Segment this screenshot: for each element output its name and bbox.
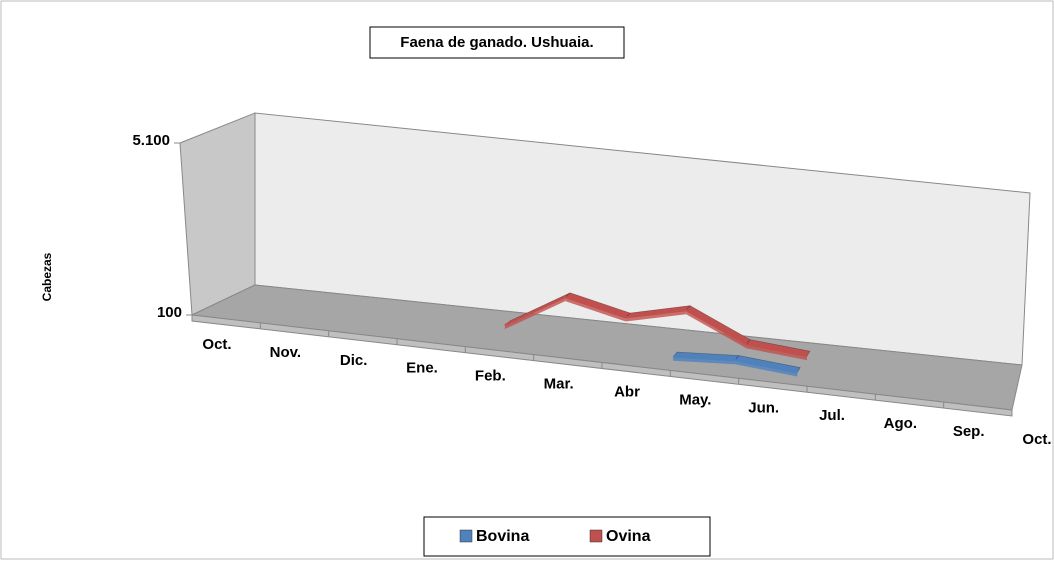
x-tick-label: Oct. [202, 336, 231, 353]
x-tick-label: May. [679, 391, 711, 408]
series-line [504, 296, 808, 358]
y-axis-label: Cabezas [40, 252, 54, 301]
legend-swatch [589, 529, 603, 543]
x-tick-label: Jun. [748, 399, 779, 416]
x-tick-label: Ene. [406, 360, 438, 377]
legend-swatch [459, 529, 473, 543]
side-wall [179, 112, 256, 316]
x-tick-label: Dic. [340, 352, 368, 369]
legend-label: Bovina [476, 528, 529, 545]
y-tick-label: 100 [157, 304, 182, 321]
y-tick-label: 5.100 [132, 132, 170, 149]
chart-title: Faena de ganado. Ushuaia. [400, 34, 593, 51]
legend: Bovina Ovina [423, 516, 711, 557]
x-tick-label: Jul. [819, 407, 845, 424]
series-line [673, 355, 798, 374]
x-tick-label: Feb. [475, 368, 506, 385]
x-tick-label: Mar. [544, 376, 574, 393]
x-tick-label: Ago. [884, 415, 917, 432]
x-tick-label: Abr [614, 383, 640, 400]
x-tick-label: Sep. [953, 423, 985, 440]
legend-label: Ovina [606, 528, 651, 545]
x-tick-label: Nov. [270, 344, 301, 361]
x-tick-label: Oct. [1022, 431, 1051, 448]
title-box [369, 26, 625, 59]
